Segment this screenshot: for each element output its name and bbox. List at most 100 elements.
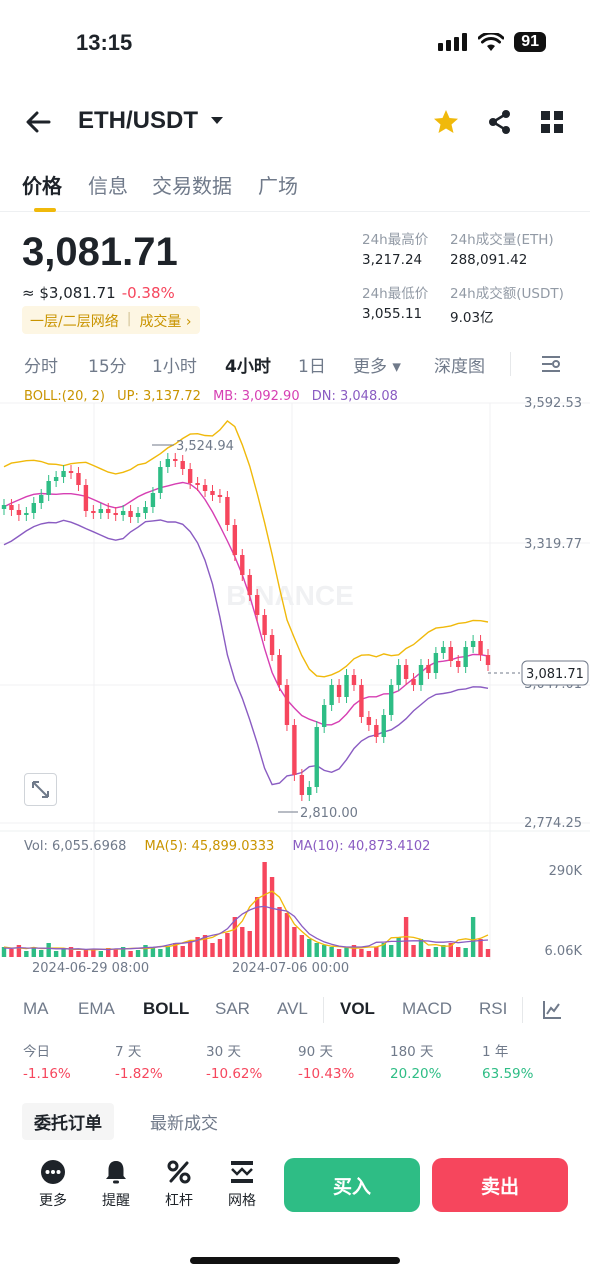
- volume-bar: [292, 927, 297, 957]
- candle-body: [158, 467, 163, 493]
- usd-value: ≈ $3,081.71: [22, 284, 116, 302]
- pair-title: ETH/USDT: [78, 107, 198, 134]
- candle-body: [173, 459, 178, 461]
- candle-body: [128, 511, 133, 517]
- main-tabs: 价格 信息 交易数据 广场: [0, 168, 590, 212]
- share-icon[interactable]: [486, 108, 514, 136]
- axis-label-bottom: 2,774.25: [524, 816, 582, 831]
- tab-open-orders[interactable]: 委托订单: [22, 1102, 114, 1140]
- buy-button[interactable]: 买入: [284, 1158, 420, 1212]
- grid-menu-icon[interactable]: [538, 108, 566, 136]
- indicator-divider: [323, 997, 324, 1023]
- indicator-ma[interactable]: MA: [23, 999, 49, 1018]
- candle-body: [344, 675, 349, 697]
- candle-body: [441, 647, 446, 653]
- candle-body: [411, 679, 416, 685]
- more-dots-icon: [41, 1160, 65, 1184]
- interval-depth[interactable]: 深度图: [434, 357, 485, 377]
- volume-bar: [321, 945, 327, 957]
- vol-ma5: MA(5): 45,899.0333: [144, 839, 275, 854]
- home-indicator: [190, 1257, 400, 1264]
- candle-body: [329, 685, 334, 705]
- candle-body: [143, 507, 148, 513]
- nav-alert[interactable]: 提醒: [92, 1158, 140, 1210]
- stat-vol-usdt-value: 9.03亿: [450, 310, 494, 326]
- tab-trading-data[interactable]: 交易数据: [152, 174, 232, 198]
- signal-icon: [438, 33, 468, 51]
- date-label-2: 2024-07-06 00:00: [232, 961, 349, 976]
- volume-bar: [76, 951, 81, 957]
- candle-body: [53, 477, 59, 481]
- volume-bar: [61, 949, 66, 957]
- tab-square[interactable]: 广场: [258, 174, 298, 198]
- candle-body: [336, 685, 342, 697]
- date-label-1: 2024-06-29 08:00: [32, 961, 149, 976]
- perf-180d: 180 天 20.20%: [390, 1040, 480, 1082]
- tab-price[interactable]: 价格: [22, 174, 62, 198]
- pair-selector[interactable]: ETH/USDT: [78, 107, 224, 135]
- candle-body: [314, 727, 319, 787]
- volume-bar: [389, 945, 394, 957]
- volume-bar: [344, 947, 349, 957]
- axis-label-top: 3,592.53: [524, 396, 582, 411]
- volume-bar: [1, 947, 7, 957]
- candle-body: [195, 483, 200, 485]
- candle-body: [232, 525, 238, 555]
- volume-bar: [46, 943, 51, 957]
- nav-grid[interactable]: 网格: [218, 1158, 266, 1210]
- volume-bars: [1, 862, 491, 957]
- tab-recent-trades[interactable]: 最新成交: [150, 1113, 218, 1134]
- indicator-boll[interactable]: BOLL: [143, 999, 190, 1018]
- interval-15m[interactable]: 15分: [88, 357, 127, 377]
- indicator-ema[interactable]: EMA: [78, 999, 115, 1018]
- volume-bar: [448, 943, 453, 957]
- indicator-rsi[interactable]: RSI: [479, 999, 508, 1018]
- volume-bar: [307, 939, 312, 957]
- kline-chart[interactable]: BOLL:(20, 2) UP: 3,137.72 MB: 3,092.90 D…: [0, 385, 590, 985]
- indicator-settings-icon[interactable]: [541, 999, 563, 1021]
- volume-bar: [158, 949, 163, 957]
- indicator-vol[interactable]: VOL: [340, 999, 375, 1018]
- nav-more[interactable]: 更多: [29, 1158, 77, 1210]
- indicator-avl[interactable]: AVL: [277, 999, 308, 1018]
- candle-body: [68, 471, 74, 473]
- category-tag[interactable]: 一层/二层网络 | 成交量 ›: [22, 306, 200, 334]
- interval-time[interactable]: 分时: [24, 357, 58, 377]
- candle-body: [225, 497, 230, 525]
- interval-1h[interactable]: 1小时: [152, 357, 197, 377]
- sell-button[interactable]: 卖出: [432, 1158, 568, 1212]
- chart-canvas: BINANCE 3,592.533,319.773,047.012,774.25…: [0, 396, 590, 976]
- volume-bar: [441, 945, 446, 957]
- interval-more[interactable]: 更多 ▾: [353, 357, 401, 377]
- current-price-label: 3,081.71: [526, 667, 584, 682]
- interval-1d[interactable]: 1日: [298, 357, 326, 377]
- back-arrow-icon[interactable]: [22, 106, 54, 138]
- tab-info[interactable]: 信息: [88, 174, 128, 198]
- price-usd: ≈ $3,081.71 -0.38%: [22, 284, 175, 302]
- fullscreen-button[interactable]: [24, 773, 57, 806]
- chart-grid: [0, 402, 590, 960]
- boll-dn: DN: 3,048.08: [311, 389, 398, 404]
- header: ETH/USDT: [0, 100, 590, 144]
- volume-bar: [247, 931, 252, 957]
- indicator-sar[interactable]: SAR: [215, 999, 250, 1018]
- indicator-divider-2: [522, 997, 523, 1023]
- candle-body: [351, 675, 357, 685]
- interval-4h[interactable]: 4小时: [225, 357, 271, 377]
- candle-body: [247, 575, 252, 595]
- candle-body: [284, 685, 290, 725]
- volume-bar: [240, 927, 245, 957]
- volume-bar: [31, 948, 36, 957]
- candle-body: [389, 685, 394, 715]
- nav-leverage[interactable]: 杠杆: [155, 1158, 203, 1210]
- indicator-macd[interactable]: MACD: [402, 999, 453, 1018]
- chart-settings-icon[interactable]: [540, 354, 562, 374]
- vol-axis-bottom: 6.06K: [545, 944, 583, 959]
- volume-bar: [150, 948, 156, 957]
- star-icon[interactable]: [432, 108, 460, 136]
- volume-bar: [374, 947, 379, 957]
- interval-bar: 分时 15分 1小时 4小时 1日 更多 ▾ 深度图: [0, 350, 590, 378]
- current-price-box: [521, 660, 589, 686]
- high-marker-label: 3,524.94: [176, 439, 234, 454]
- stat-vol-eth-value: 288,091.42: [450, 252, 528, 268]
